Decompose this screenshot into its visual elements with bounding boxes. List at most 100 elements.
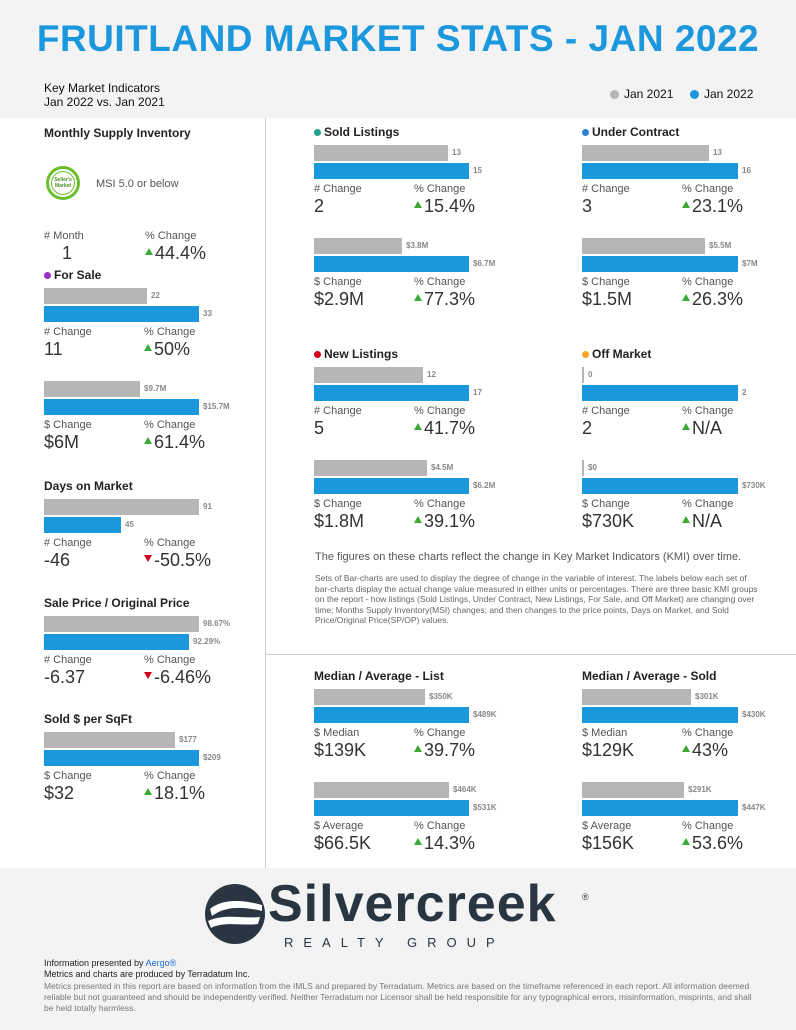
chart-block: For Sale 22 33 # Change 11% Change 50% $9.7M $1…	[44, 268, 309, 458]
bar-fill-current	[44, 517, 121, 533]
pct-value: 26.3%	[682, 289, 743, 310]
bar-jan-2022: $209	[44, 750, 221, 766]
bar-jan-2022: 16	[582, 163, 751, 179]
up-arrow-icon	[682, 516, 690, 523]
title-dot-icon	[582, 128, 589, 136]
up-arrow-icon	[414, 516, 422, 523]
change-label: # Change	[314, 405, 362, 417]
bar-jan-2021: 0	[582, 367, 738, 383]
bar-value-label: $0	[588, 463, 597, 472]
change-value: $1.5M	[582, 289, 633, 309]
bar-jan-2022: 15	[314, 163, 482, 179]
bar-fill-prior	[582, 460, 584, 476]
pct-label: % Change	[682, 276, 734, 288]
bar-value-label: 22	[151, 291, 160, 300]
kmi-subtitle-line1: Key Market Indicators	[44, 81, 161, 95]
chart-title: Days on Market	[44, 479, 133, 493]
pct-text: 39.7%	[424, 740, 476, 760]
pct-label: % Change	[144, 537, 196, 549]
bar-jan-2022: 45	[44, 517, 199, 533]
chart-block: Median / Average - Sold $301K $430K $ Media…	[582, 669, 796, 859]
up-arrow-icon	[414, 838, 422, 845]
change-value: 2	[314, 196, 325, 216]
bar-jan-2022: $6.7M	[314, 256, 495, 272]
bar-jan-2021: $5.5M	[582, 238, 738, 254]
bar-fill-current	[582, 800, 738, 816]
logo-subtitle: REALTY GROUP	[284, 935, 505, 950]
pct-value: -50.5%	[144, 550, 211, 571]
pct-label: % Change	[414, 405, 466, 417]
change-label: $ Median	[314, 727, 360, 739]
bar-fill-prior	[314, 689, 425, 705]
change-value: $156K	[582, 833, 635, 853]
bar-jan-2021: $177	[44, 732, 199, 748]
chart-title: New Listings	[314, 347, 398, 361]
bar-value-label: $15.7M	[203, 402, 230, 411]
bar-value-label: $531K	[473, 803, 497, 812]
bar-value-label: $447K	[742, 803, 766, 812]
bar-jan-2021: $4.5M	[314, 460, 469, 476]
bar-jan-2021: 12	[314, 367, 469, 383]
pct-value: 23.1%	[682, 196, 743, 217]
change-value: $32	[44, 783, 75, 803]
change-label: # Change	[582, 183, 630, 195]
change-label: # Change	[44, 654, 92, 666]
chart-title: Sold Listings	[314, 125, 399, 139]
bar-fill-current	[314, 163, 469, 179]
chart-block: Sale Price / Original Price 98.67% 92.29% #…	[44, 596, 309, 786]
bar-value-label: 13	[713, 148, 722, 157]
up-arrow-icon	[414, 294, 422, 301]
badge-text: Seller's Market	[51, 171, 75, 195]
footer-produced: Metrics and charts are produced by Terra…	[44, 969, 250, 979]
pct-text: 41.7%	[424, 418, 476, 438]
notes-sub: Sets of Bar-charts are used to display t…	[315, 573, 758, 625]
bar-jan-2022: $447K	[582, 800, 766, 816]
up-arrow-icon	[414, 745, 422, 752]
bar-value-label: 45	[125, 520, 134, 529]
pct-label: % Change	[682, 405, 734, 417]
column-divider	[265, 118, 266, 868]
pct-value: 43%	[682, 740, 728, 761]
change-value: $2.9M	[314, 289, 365, 309]
msi-change-value: 1	[62, 243, 73, 263]
legend-label: Jan 2021	[624, 87, 674, 101]
chart-block: New Listings 12 17 # Change 5% Change 41.7% $4…	[314, 347, 579, 537]
pct-value: 61.4%	[144, 432, 205, 453]
pct-text: 18.1%	[154, 783, 206, 803]
bar-fill-current	[314, 256, 469, 272]
bar-fill-current	[582, 707, 738, 723]
pct-label: % Change	[682, 820, 734, 832]
change-label: $ Change	[314, 276, 362, 288]
pct-value: -6.46%	[144, 667, 211, 688]
bar-jan-2021: $464K	[314, 782, 477, 798]
bar-value-label: $430K	[742, 710, 766, 719]
legend-dot-icon	[610, 89, 619, 99]
pct-text: -50.5%	[154, 550, 212, 570]
bar-value-label: $209	[203, 753, 221, 762]
chart-title: Median / Average - List	[314, 669, 444, 683]
bar-jan-2022: $7M	[582, 256, 758, 272]
msi-pct-value: 44.4%	[145, 243, 206, 264]
up-arrow-icon	[682, 294, 690, 301]
chart-title-text: Median / Average - List	[314, 669, 444, 683]
pct-value: 77.3%	[414, 289, 475, 310]
bar-jan-2021: $3.8M	[314, 238, 469, 254]
bar-jan-2021: 13	[314, 145, 469, 161]
footer-disclaimer: Metrics presented in this report are bas…	[44, 981, 752, 1013]
pct-label: % Change	[682, 498, 734, 510]
pct-label: % Change	[414, 727, 466, 739]
kmi-subtitle: Key Market Indicators Jan 2022 vs. Jan 2…	[44, 81, 165, 109]
pct-text: 50%	[154, 339, 191, 359]
change-value: 3	[582, 196, 593, 216]
up-arrow-icon	[145, 248, 153, 255]
bar-value-label: 12	[427, 370, 436, 379]
pct-label: % Change	[414, 276, 466, 288]
change-label: $ Change	[314, 498, 362, 510]
silvercreek-s-logo-icon	[205, 884, 265, 944]
page-title: FRUITLAND MARKET STATS - JAN 2022	[36, 18, 760, 59]
bar-fill-current	[44, 399, 199, 415]
bar-fill-current	[314, 707, 469, 723]
chart-title: Sold $ per SqFt	[44, 712, 132, 726]
bar-jan-2021: 98.67%	[44, 616, 230, 632]
footer-aergo-link[interactable]: Aergo®	[145, 958, 177, 968]
